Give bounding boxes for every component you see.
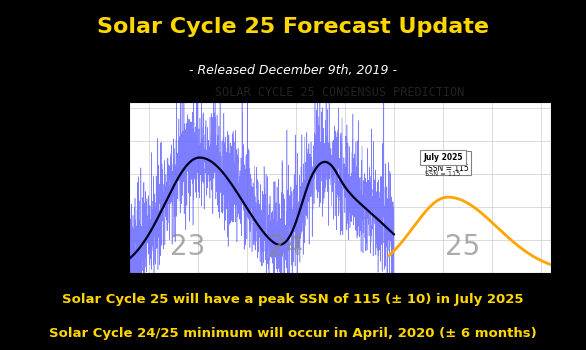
Y-axis label: SUNSPOT NUMBER: SUNSPOT NUMBER [89, 141, 99, 233]
Text: 25: 25 [445, 233, 480, 261]
Text: July 2025: July 2025 [423, 153, 463, 162]
Text: Solar Cycle 24/25 minimum will occur in April, 2020 (± 6 months): Solar Cycle 24/25 minimum will occur in … [49, 327, 537, 340]
Text: 23: 23 [170, 233, 206, 261]
Text: Solar Cycle 25 will have a peak SSN of 115 (± 10) in July 2025: Solar Cycle 25 will have a peak SSN of 1… [62, 293, 524, 307]
Text: SSN = 115: SSN = 115 [425, 171, 461, 177]
X-axis label: DATE: DATE [327, 294, 353, 304]
Text: Solar Cycle 25 Forecast Update: Solar Cycle 25 Forecast Update [97, 18, 489, 37]
Text: 24: 24 [268, 233, 304, 261]
Title: SOLAR CYCLE 25 CONSENSUS PREDICTION: SOLAR CYCLE 25 CONSENSUS PREDICTION [215, 86, 465, 99]
Text: - Released December 9th, 2019 -: - Released December 9th, 2019 - [189, 64, 397, 77]
Text: July 2025
SSN = 115: July 2025 SSN = 115 [428, 153, 469, 173]
